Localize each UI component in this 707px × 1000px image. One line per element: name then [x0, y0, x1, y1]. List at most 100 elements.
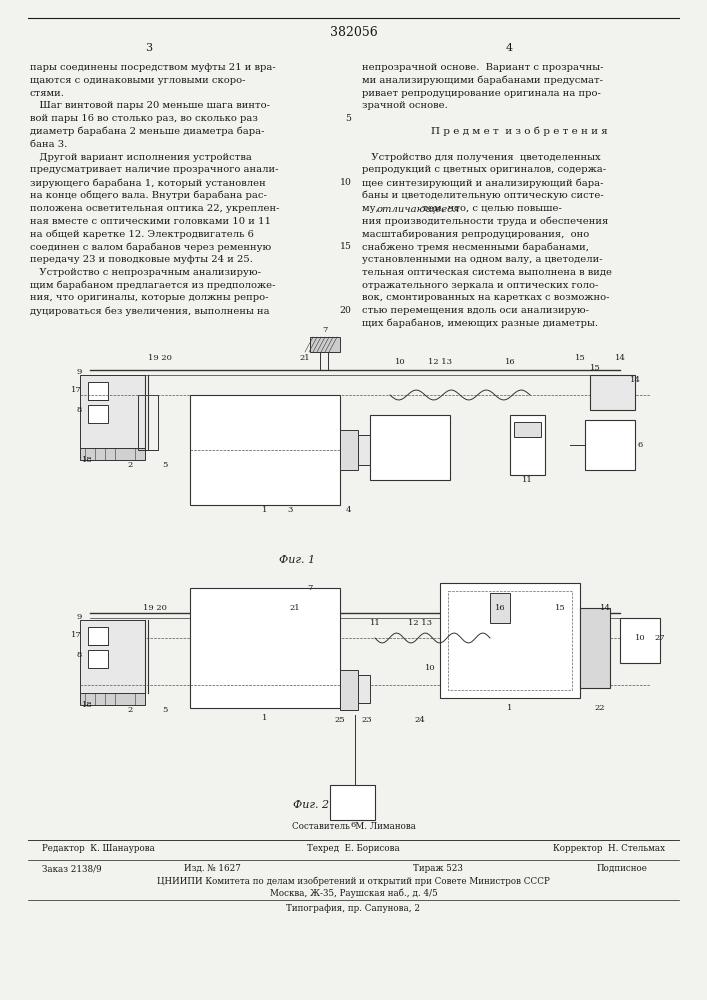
Text: 1: 1 [262, 506, 268, 514]
Bar [358, 675, 370, 703]
Text: щим барабаном предлагается из предположе-: щим барабаном предлагается из предположе… [30, 281, 275, 290]
Text: 4: 4 [506, 43, 513, 53]
Text: вок, смонтированных на каретках с возможно-: вок, смонтированных на каретках с возмож… [362, 293, 609, 302]
Text: 15: 15 [590, 364, 600, 372]
Text: Типография, пр. Сапунова, 2: Типография, пр. Сапунова, 2 [286, 904, 421, 913]
Bar [80, 620, 145, 695]
Bar [590, 375, 635, 410]
Text: Подписное: Подписное [597, 864, 648, 873]
Text: тем, что, с целью повыше-: тем, что, с целью повыше- [419, 204, 561, 213]
Text: Устройство с непрозрачным анализирую-: Устройство с непрозрачным анализирую- [30, 268, 261, 277]
Text: передачу 23 и поводковые муфты 24 и 25.: передачу 23 и поводковые муфты 24 и 25. [30, 255, 252, 264]
Text: соединен с валом барабанов через ременную: соединен с валом барабанов через ременну… [30, 242, 271, 252]
Text: непрозрачной основе.  Вариант с прозрачны-: непрозрачной основе. Вариант с прозрачны… [362, 63, 604, 72]
Text: Москва, Ж-35, Раушская наб., д. 4/5: Москва, Ж-35, Раушская наб., д. 4/5 [269, 888, 438, 898]
Bar [620, 618, 660, 663]
Text: 11: 11 [370, 619, 380, 627]
Text: 10: 10 [395, 358, 405, 366]
Text: 9: 9 [76, 368, 82, 376]
Bar [88, 627, 108, 645]
Text: 25: 25 [334, 716, 345, 724]
Bar [88, 650, 108, 668]
Polygon shape [385, 435, 415, 475]
Text: Изд. № 1627: Изд. № 1627 [184, 864, 240, 873]
Bar [490, 593, 510, 623]
Text: Редактор  К. Шанаурова: Редактор К. Шанаурова [42, 844, 156, 853]
Text: 11: 11 [522, 476, 532, 484]
Text: отличающееся: отличающееся [376, 204, 460, 213]
Text: 21: 21 [300, 354, 310, 362]
Text: Заказ 2138/9: Заказ 2138/9 [42, 864, 102, 873]
Text: 9: 9 [76, 613, 82, 621]
Text: 7: 7 [308, 584, 312, 592]
Bar [440, 583, 580, 698]
Text: 21: 21 [290, 604, 300, 612]
Text: му,: му, [362, 204, 382, 213]
Bar [340, 670, 358, 710]
Polygon shape [495, 628, 510, 648]
Text: предусматривает наличие прозрачного анали-: предусматривает наличие прозрачного анал… [30, 165, 278, 174]
Text: 12 13: 12 13 [408, 619, 432, 627]
Text: 10: 10 [339, 178, 351, 187]
Text: вой пары 16 во столько раз, во сколько раз: вой пары 16 во столько раз, во сколько р… [30, 114, 257, 123]
Text: Устройство для получения  цветоделенных: Устройство для получения цветоделенных [362, 153, 601, 162]
Text: Фиг. 1: Фиг. 1 [279, 555, 315, 565]
Text: ривает репродуцирование оригинала на про-: ривает репродуцирование оригинала на про… [362, 89, 601, 98]
Text: зрачной основе.: зрачной основе. [362, 101, 448, 110]
Text: на конце общего вала. Внутри барабана рас-: на конце общего вала. Внутри барабана ра… [30, 191, 267, 200]
Text: Шаг винтовой пары 20 меньше шага винто-: Шаг винтовой пары 20 меньше шага винто- [30, 101, 269, 110]
Text: отражательного зеркала и оптических голо-: отражательного зеркала и оптических голо… [362, 281, 598, 290]
Text: Составитель  М. Лиманова: Составитель М. Лиманова [291, 822, 416, 831]
Text: 10: 10 [425, 664, 436, 672]
Text: положена осветительная оптика 22, укреплен-: положена осветительная оптика 22, укрепл… [30, 204, 279, 213]
Text: 12 13: 12 13 [428, 358, 452, 366]
Text: Фиг. 2: Фиг. 2 [293, 800, 329, 810]
Bar [358, 435, 373, 465]
Text: 14: 14 [614, 354, 626, 362]
Bar [80, 448, 145, 460]
Text: репродукций с цветных оригиналов, содержа-: репродукций с цветных оригиналов, содерж… [362, 165, 606, 174]
Text: 23: 23 [362, 716, 373, 724]
Text: снабжено тремя несменными барабанами,: снабжено тремя несменными барабанами, [362, 242, 589, 252]
Text: 19 20: 19 20 [143, 604, 167, 612]
Text: 17: 17 [71, 386, 82, 394]
Text: 2: 2 [127, 461, 133, 469]
Bar [340, 430, 358, 470]
Bar [88, 382, 108, 400]
Bar [310, 337, 340, 352]
Bar [138, 395, 158, 450]
Bar [370, 415, 450, 480]
Bar [330, 785, 375, 820]
Text: 3: 3 [145, 43, 152, 53]
Text: 22: 22 [595, 704, 605, 712]
Text: зирующего барабана 1, который установлен: зирующего барабана 1, который установлен [30, 178, 265, 188]
Text: щаются с одинаковыми угловыми скоро-: щаются с одинаковыми угловыми скоро- [30, 76, 245, 85]
Text: щих барабанов, имеющих разные диаметры.: щих барабанов, имеющих разные диаметры. [362, 319, 598, 328]
Text: 15: 15 [575, 354, 585, 362]
Text: диаметр барабана 2 меньше диаметра бара-: диаметр барабана 2 меньше диаметра бара- [30, 127, 264, 136]
Text: 5: 5 [346, 114, 351, 123]
Text: Техред  Е. Борисова: Техред Е. Борисова [307, 844, 400, 853]
Text: 8: 8 [76, 651, 82, 659]
Text: 1: 1 [262, 714, 268, 722]
Text: ния, что оригиналы, которые должны репро-: ния, что оригиналы, которые должны репро… [30, 293, 268, 302]
Text: 14: 14 [600, 604, 610, 612]
Text: Корректор  Н. Стельмах: Корректор Н. Стельмах [553, 844, 665, 853]
Text: 17: 17 [71, 631, 82, 639]
Text: 5: 5 [163, 461, 168, 469]
Text: 6: 6 [351, 821, 356, 829]
Bar [448, 591, 572, 690]
Bar [190, 588, 340, 708]
Text: бана 3.: бана 3. [30, 140, 67, 149]
Text: 6: 6 [638, 441, 643, 449]
Text: 7: 7 [322, 326, 327, 334]
Text: пары соединены посредством муфты 21 и вра-: пары соединены посредством муфты 21 и вр… [30, 63, 276, 72]
Text: стями.: стями. [30, 89, 64, 98]
Text: установленными на одном валу, а цветодели-: установленными на одном валу, а цветодел… [362, 255, 602, 264]
Text: 19 20: 19 20 [148, 354, 172, 362]
Bar [510, 415, 545, 475]
Bar [295, 595, 325, 609]
Text: 14: 14 [629, 376, 641, 384]
Text: 27: 27 [655, 634, 665, 642]
Text: тельная оптическая система выполнена в виде: тельная оптическая система выполнена в в… [362, 268, 612, 277]
